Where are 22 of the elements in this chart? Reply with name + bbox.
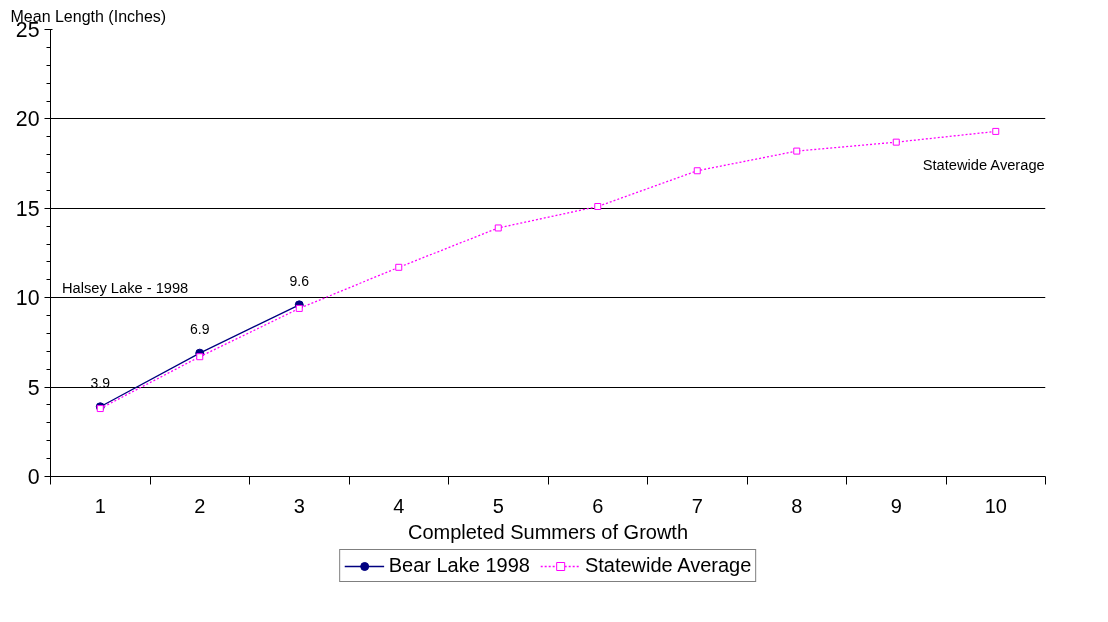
y-tick-label: 15 bbox=[15, 196, 40, 221]
x-tick-label: 10 bbox=[984, 494, 1007, 517]
y-tick-label: 0 bbox=[27, 465, 40, 489]
y-tick-label: 10 bbox=[15, 286, 40, 311]
legend-label: Statewide Average bbox=[584, 554, 752, 577]
x-tick-label: 1 bbox=[94, 494, 106, 517]
x-tick-label: 5 bbox=[492, 494, 504, 517]
x-tick-label: 7 bbox=[691, 494, 703, 517]
y-tick-label: 5 bbox=[27, 375, 40, 400]
data-label: 6.9 bbox=[190, 321, 210, 338]
x-axis-title: Completed Summers of Growth bbox=[407, 520, 689, 543]
legend-label: Bear Lake 1998 bbox=[388, 554, 530, 577]
x-tick-label: 6 bbox=[592, 494, 604, 517]
x-tick-label: 4 bbox=[393, 494, 405, 517]
x-tick-label: 8 bbox=[791, 494, 803, 517]
x-tick-label: 2 bbox=[194, 494, 206, 517]
data-label: 9.6 bbox=[289, 272, 310, 289]
y-tick-label: 20 bbox=[15, 107, 40, 132]
annotation: Statewide Average bbox=[922, 156, 1045, 173]
x-tick-label: 3 bbox=[293, 494, 305, 517]
annotation: Halsey Lake - 1998 bbox=[61, 279, 189, 296]
x-tick-label: 9 bbox=[890, 494, 902, 517]
